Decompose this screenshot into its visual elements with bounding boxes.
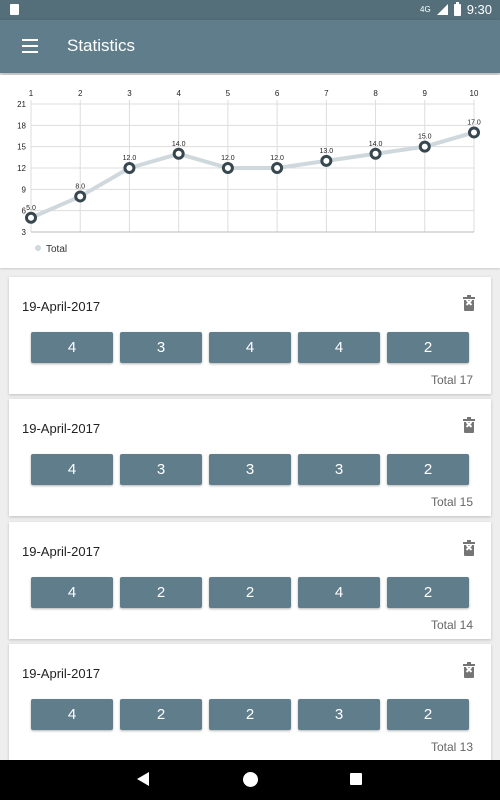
- score-button[interactable]: 2: [120, 577, 202, 608]
- data-label: 5.0: [26, 205, 36, 212]
- page-title: Statistics: [67, 36, 136, 55]
- y-tick-label: 3: [22, 228, 27, 237]
- navigation-bar: [0, 760, 500, 800]
- network-type: 4G: [420, 5, 431, 14]
- x-tick-label: 3: [127, 89, 132, 98]
- score-button[interactable]: 4: [209, 332, 291, 363]
- data-point: [271, 162, 284, 174]
- data-point: [25, 211, 37, 224]
- data-label: 12.0: [221, 155, 235, 162]
- data-label: 14.0: [369, 141, 383, 148]
- score-button[interactable]: 2: [209, 577, 291, 608]
- data-label: 12.0: [123, 155, 137, 162]
- home-icon[interactable]: [243, 772, 258, 787]
- delete-icon[interactable]: [463, 295, 475, 311]
- y-tick-label: 12: [17, 164, 26, 173]
- score-button[interactable]: 2: [387, 699, 469, 730]
- x-tick-label: 5: [226, 89, 231, 98]
- data-label: 12.0: [270, 155, 284, 162]
- x-tick-label: 2: [78, 89, 83, 98]
- delete-icon[interactable]: [463, 417, 475, 433]
- x-tick-label: 7: [324, 89, 329, 98]
- score-button[interactable]: 2: [387, 577, 469, 608]
- delete-icon[interactable]: [463, 662, 475, 678]
- clock: 9:30: [466, 2, 492, 17]
- y-tick-label: 21: [17, 100, 26, 109]
- series-line-total: [30, 130, 475, 220]
- session-date: 19-April-2017: [22, 299, 101, 314]
- battery-icon: [453, 1, 461, 16]
- score-list: 4 2 2 4 2: [31, 577, 469, 608]
- y-tick-label: 9: [22, 185, 27, 194]
- session-card-3: 19-April-2017 4 2 2 4 2 Total 14: [9, 522, 491, 639]
- x-tick-label: 6: [275, 89, 280, 98]
- score-list: 4 3 3 3 2: [31, 454, 469, 485]
- statistics-chart: 1 2 3 4 5 6 7 8 9 10 3 6 9 12 15 18 21 5.0 8.0 12.0 14.0 12.0…: [0, 75, 500, 268]
- delete-icon[interactable]: [463, 540, 475, 556]
- signal-icon: [436, 4, 448, 15]
- x-tick-label: 1: [29, 89, 34, 98]
- score-button[interactable]: 2: [387, 332, 469, 363]
- y-tick-label: 15: [17, 143, 26, 152]
- line-chart: 1 2 3 4 5 6 7 8 9 10369121518215.08.012.014.012.0…: [17, 89, 481, 255]
- back-icon[interactable]: [137, 772, 149, 786]
- y-tick-label: 18: [17, 121, 26, 130]
- session-total: Total 15: [430, 495, 473, 509]
- legend-label: Total: [46, 244, 67, 255]
- score-button[interactable]: 3: [209, 454, 291, 485]
- score-button[interactable]: 3: [298, 454, 380, 485]
- recents-icon[interactable]: [350, 773, 362, 785]
- app-bar: Statistics: [0, 20, 500, 73]
- session-total: Total 13: [430, 740, 473, 754]
- session-date: 19-April-2017: [22, 666, 101, 681]
- data-label: 15.0: [418, 134, 432, 141]
- y-tick-label: 6: [22, 207, 27, 216]
- data-point: [418, 140, 431, 153]
- data-label: 17.0: [467, 119, 481, 126]
- session-total: Total 17: [430, 373, 473, 387]
- data-point: [123, 162, 136, 174]
- score-button[interactable]: 4: [31, 577, 113, 608]
- x-tick-label: 4: [176, 89, 181, 98]
- session-card-2: 19-April-2017 4 3 3 3 2 Total 15: [9, 399, 491, 516]
- data-point: [172, 147, 185, 160]
- score-button[interactable]: 2: [209, 699, 291, 730]
- score-list: 4 3 4 4 2: [31, 332, 469, 363]
- session-card-4: 19-April-2017 4 2 2 3 2 Total 13: [9, 644, 491, 761]
- data-label: 8.0: [75, 183, 85, 190]
- score-button[interactable]: 4: [298, 332, 380, 363]
- sim-card-icon: [10, 4, 19, 15]
- data-point: [468, 126, 480, 139]
- data-label: 13.0: [320, 148, 334, 155]
- score-button[interactable]: 2: [387, 454, 469, 485]
- score-button[interactable]: 4: [31, 454, 113, 485]
- hamburger-menu-icon[interactable]: [22, 39, 38, 53]
- x-tick-label: 10: [470, 89, 479, 98]
- data-point: [74, 190, 87, 203]
- status-bar: 4G 9:30: [0, 0, 500, 20]
- session-card-1: 19-April-2017 4 3 4 4 2 Total 17: [9, 277, 491, 394]
- x-tick-label: 9: [423, 89, 428, 98]
- score-button[interactable]: 4: [298, 577, 380, 608]
- data-point: [221, 162, 234, 174]
- session-date: 19-April-2017: [22, 421, 101, 436]
- score-button[interactable]: 3: [120, 454, 202, 485]
- legend-marker: [35, 245, 41, 251]
- session-total: Total 14: [430, 618, 473, 632]
- score-button[interactable]: 4: [31, 699, 113, 730]
- x-tick-label: 8: [373, 89, 378, 98]
- data-point: [369, 147, 382, 160]
- score-button[interactable]: 3: [120, 332, 202, 363]
- score-button[interactable]: 2: [120, 699, 202, 730]
- data-label: 14.0: [172, 141, 186, 148]
- score-button[interactable]: 3: [298, 699, 380, 730]
- score-button[interactable]: 4: [31, 332, 113, 363]
- session-date: 19-April-2017: [22, 544, 101, 559]
- score-list: 4 2 2 3 2: [31, 699, 469, 730]
- data-point: [320, 154, 333, 167]
